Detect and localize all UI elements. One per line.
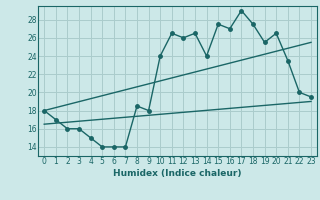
X-axis label: Humidex (Indice chaleur): Humidex (Indice chaleur)	[113, 169, 242, 178]
